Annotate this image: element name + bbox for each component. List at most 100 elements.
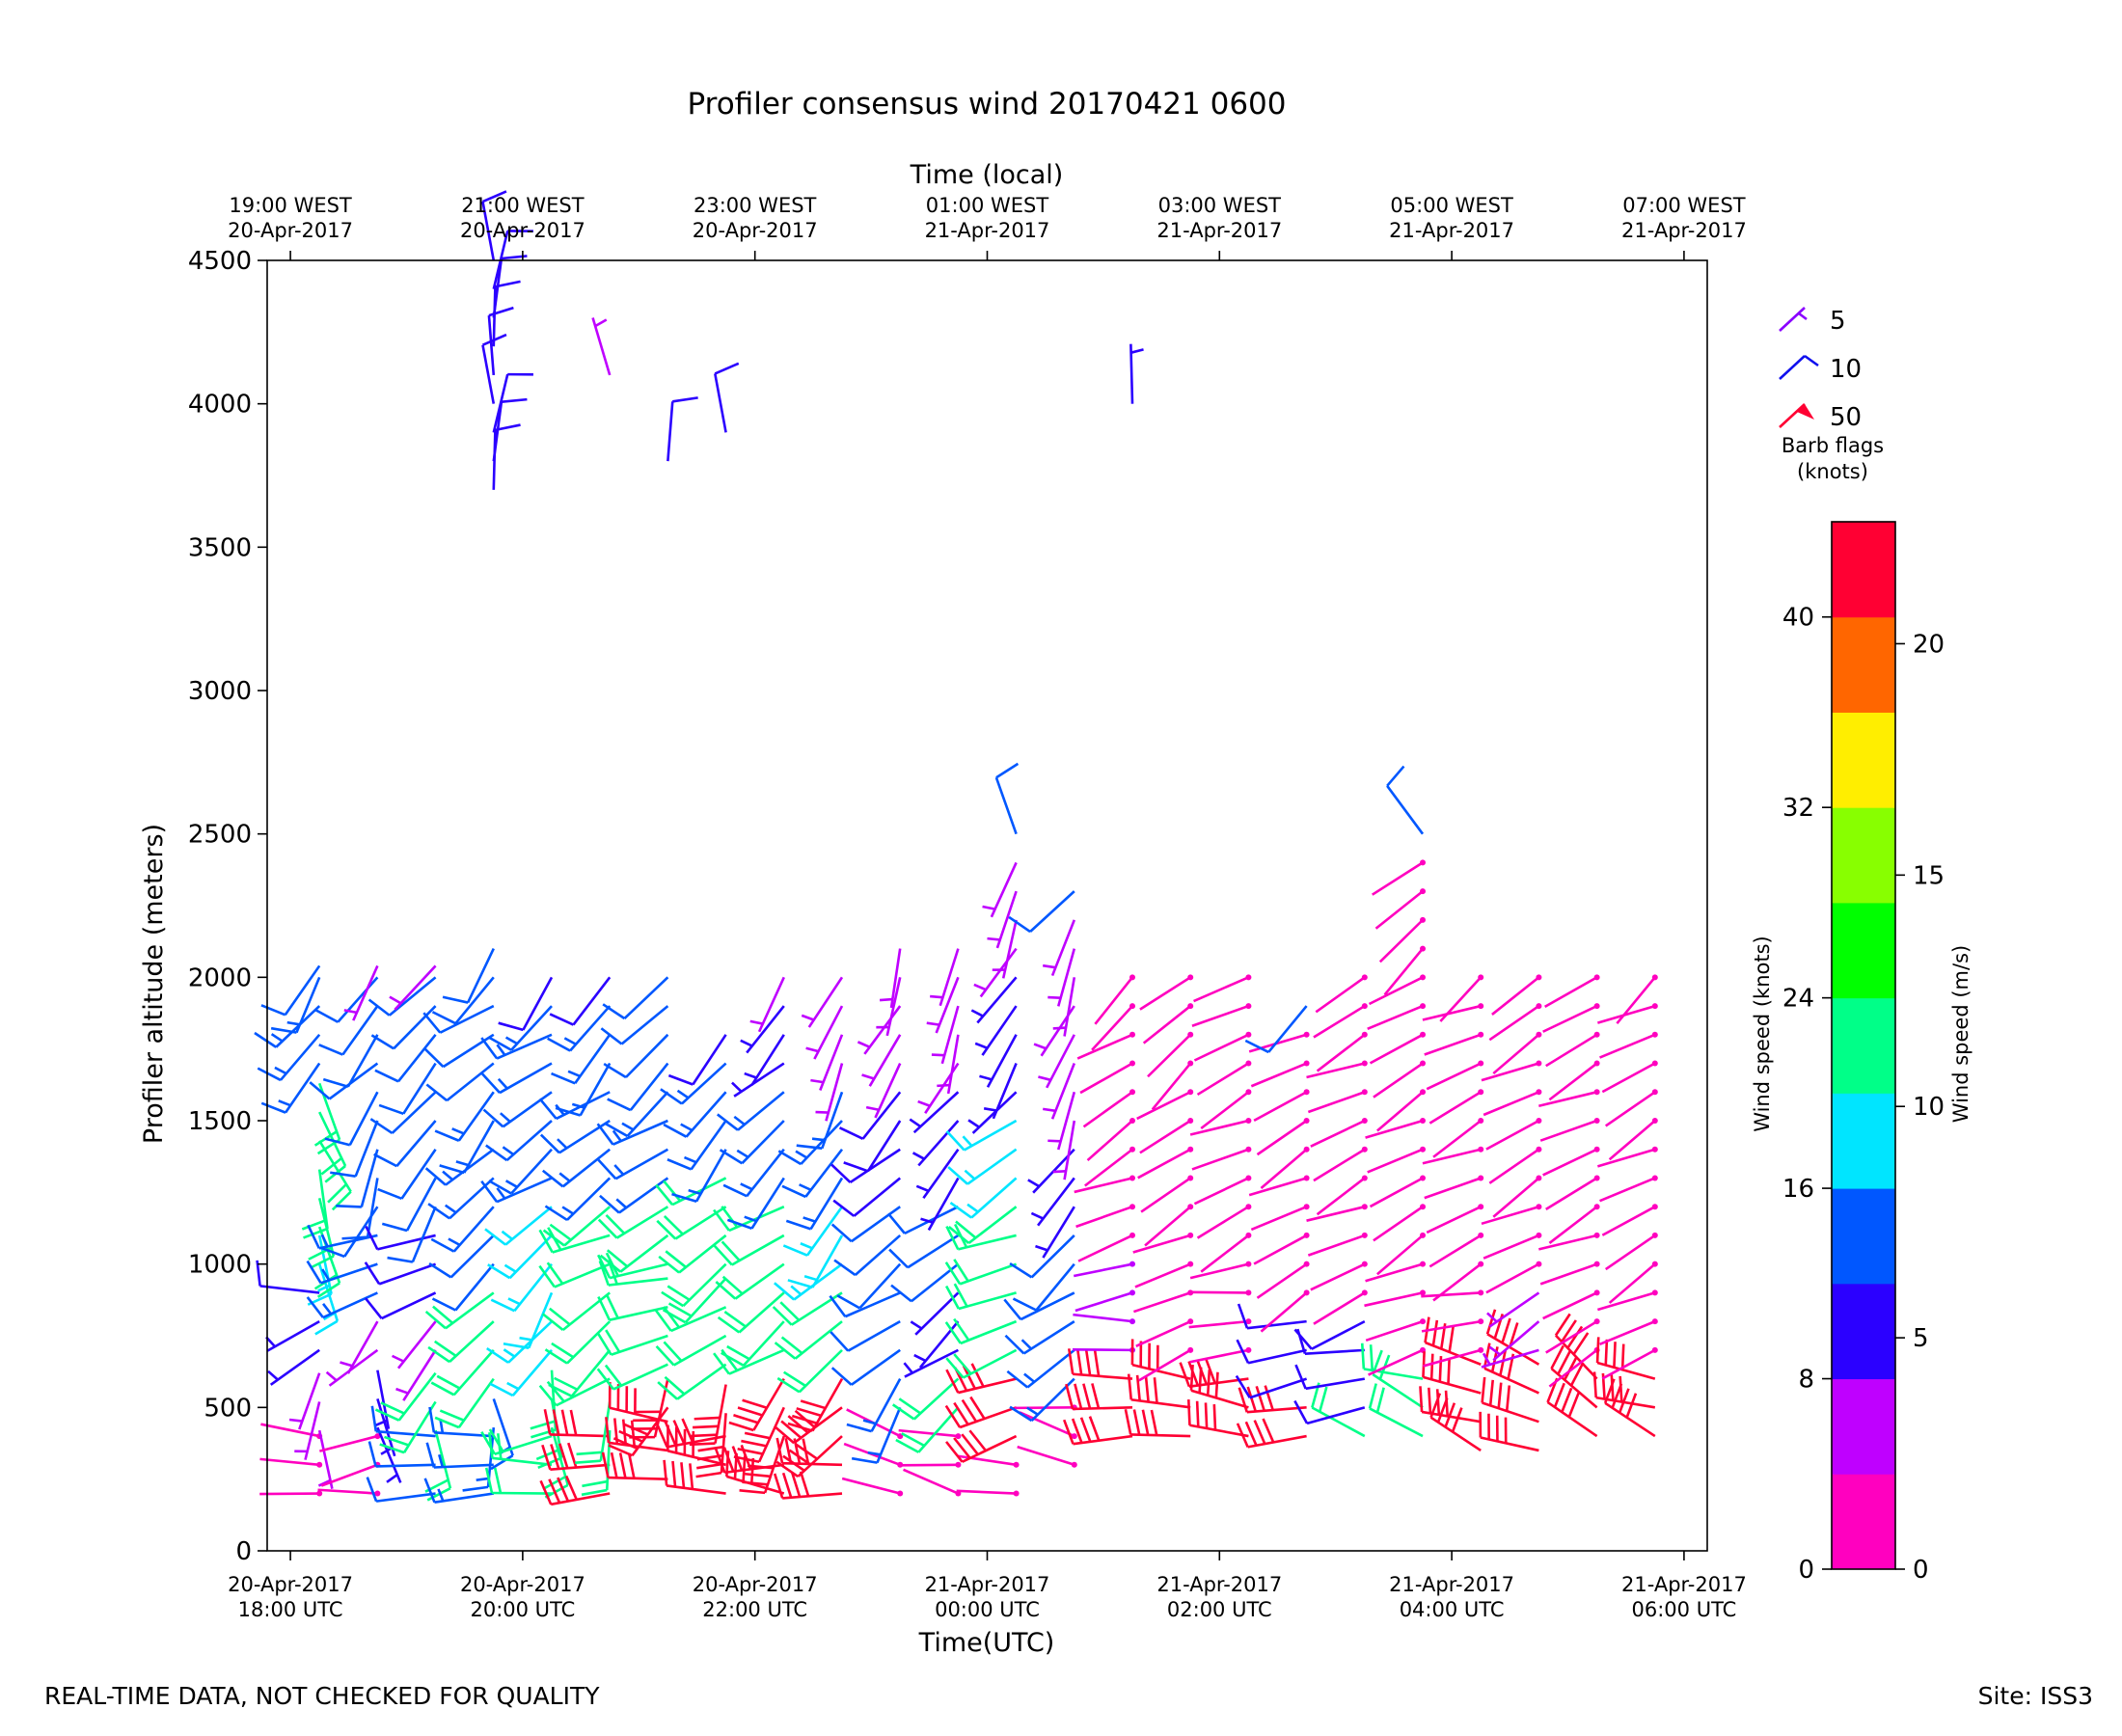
barb-staff (505, 1120, 553, 1162)
wind-barb (731, 1062, 785, 1098)
wind-barb (1006, 1348, 1075, 1389)
barb-full (781, 1184, 806, 1199)
barb-half (274, 1066, 287, 1075)
barb-full (1557, 1350, 1571, 1375)
wind-barb (838, 1091, 902, 1140)
barb-full (944, 1285, 960, 1310)
barb-full (944, 1261, 962, 1286)
barb-staff (870, 1377, 902, 1432)
barb-full (430, 1381, 455, 1397)
barb-full (439, 1164, 465, 1175)
barb-staff (463, 1120, 495, 1174)
barb-calm-dot (1651, 974, 1658, 981)
barb-full (787, 1415, 809, 1434)
barb-staff (1247, 1348, 1307, 1365)
barb-calm-dot (1303, 1118, 1310, 1124)
barb-calm-dot (1361, 974, 1368, 981)
barb-calm-dot (1478, 1346, 1484, 1353)
wind-barb (987, 890, 1018, 949)
x2-tick-label-time: 21:00 WEST (461, 194, 585, 217)
barb-staff (1383, 947, 1425, 996)
barb-full (655, 1183, 674, 1206)
barb-calm-dot (1129, 1031, 1136, 1038)
barb-full (1566, 1325, 1584, 1349)
barb-half (1052, 1026, 1067, 1030)
wind-barb (830, 1320, 901, 1352)
wind-barb (364, 1291, 437, 1320)
wind-barb (1372, 859, 1427, 896)
barb-full (432, 1305, 454, 1324)
barb-staff (492, 401, 503, 462)
barb-staff (1422, 1004, 1482, 1021)
barb-staff (510, 1005, 553, 1051)
barb-staff (457, 1377, 495, 1428)
barb-staff (1200, 1234, 1250, 1273)
barb-full (600, 1027, 623, 1045)
barb-full (672, 1420, 686, 1445)
barb-full (606, 1249, 629, 1268)
x-axis-label: Time(UTC) (918, 1628, 1055, 1658)
wind-barb (541, 1442, 611, 1471)
wind-barb (1091, 1003, 1136, 1051)
barb-staff (612, 1363, 668, 1391)
barb-staff (1253, 1234, 1308, 1265)
wind-barb (1367, 1146, 1427, 1174)
barb-staff (1374, 890, 1424, 930)
barb-full (782, 1454, 805, 1472)
wind-barb (1042, 1063, 1076, 1120)
barb-half (476, 1477, 490, 1481)
barb-half (920, 1217, 934, 1224)
wind-barb (1479, 1411, 1539, 1452)
wind-barb (430, 1349, 495, 1397)
wind-barb (1365, 1318, 1427, 1343)
barb-half (317, 1478, 332, 1487)
wind-barb (656, 1206, 727, 1240)
barb-half (278, 1099, 291, 1107)
wind-barb (364, 1261, 437, 1286)
wind-barb (538, 1261, 611, 1288)
barb-staff (850, 1206, 901, 1243)
barb-staff (629, 1062, 669, 1111)
wind-barb (596, 1119, 668, 1146)
x2-tick-label-time: 07:00 WEST (1622, 194, 1746, 217)
barb-staff (279, 1033, 321, 1081)
barb-staff (1050, 919, 1076, 977)
barb-staff (847, 1320, 901, 1352)
barb-staff (1376, 1091, 1424, 1132)
barb-staff (946, 1034, 960, 1095)
barb-half (915, 1184, 930, 1193)
barb-full (787, 1279, 813, 1289)
barb-staff (692, 1034, 727, 1086)
barb-staff (1485, 1119, 1540, 1151)
barb-full (833, 1259, 857, 1277)
barb-staff (499, 1062, 553, 1095)
barb-full (800, 1399, 827, 1410)
wind-barb (1294, 1364, 1366, 1391)
barb-staff (992, 1063, 1018, 1120)
barb-staff (1142, 1005, 1192, 1044)
wind-barb (947, 1206, 1018, 1244)
barb-calm-dot (1478, 1031, 1484, 1038)
barb-staff (967, 1206, 1018, 1244)
wind-barb (1483, 1232, 1542, 1260)
barb-full (1236, 1423, 1249, 1448)
wind-barb (309, 1062, 379, 1100)
barb-full (785, 1219, 812, 1231)
barb-calm-dot (1129, 1089, 1136, 1096)
barb-staff (1075, 1291, 1133, 1313)
barb-full (995, 762, 1020, 779)
barb-full (442, 995, 469, 1004)
barb-full (610, 1451, 618, 1478)
wind-barb (1250, 1204, 1310, 1232)
barb-full (618, 1452, 627, 1478)
barb-calm-dot (1478, 1060, 1484, 1067)
barb-full (1205, 1358, 1216, 1384)
barb-full (597, 1158, 617, 1180)
barb-staff (442, 1033, 495, 1069)
wind-barb (542, 1206, 612, 1247)
barb-staff (528, 1291, 554, 1349)
barb-staff (328, 1062, 379, 1100)
barb-staff (1188, 1319, 1249, 1329)
barb-calm-dot (1187, 1204, 1194, 1210)
barb-full (744, 1431, 771, 1440)
